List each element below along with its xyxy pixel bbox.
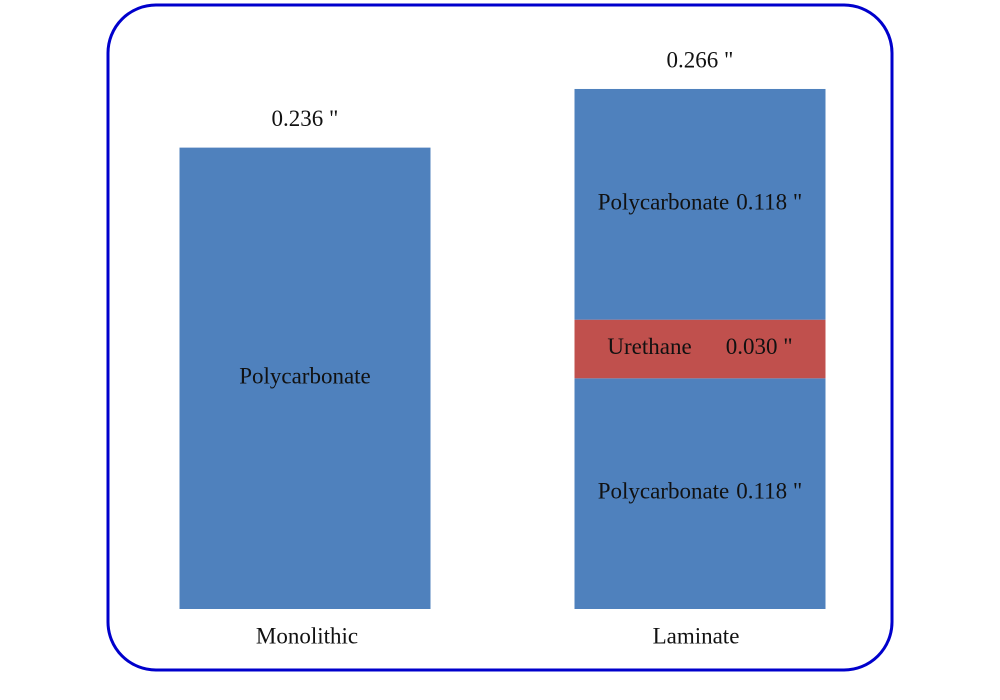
segment-value-label: 0.118 " bbox=[736, 190, 802, 215]
segment-name: Polycarbonate bbox=[239, 364, 371, 389]
bar-segment bbox=[574, 378, 826, 609]
segment-label: Polycarbonate bbox=[239, 364, 371, 389]
segment-label: Polycarbonate 0.118 " bbox=[598, 190, 803, 215]
bar-segment bbox=[179, 147, 431, 609]
category-label: Laminate bbox=[653, 623, 740, 648]
segment-value-label: 0.030 " bbox=[726, 334, 793, 359]
segment-label: Urethane 0.030 " bbox=[607, 334, 792, 359]
bar-segment bbox=[574, 319, 826, 379]
segment-label: Polycarbonate 0.118 " bbox=[598, 479, 803, 504]
bar-segment bbox=[574, 88, 826, 320]
segment-name: Urethane bbox=[607, 334, 691, 359]
segment-value-label: 0.118 " bbox=[736, 479, 802, 504]
total-label: 0.236 " bbox=[272, 106, 339, 131]
frame bbox=[106, 3, 894, 672]
segment-name: Polycarbonate bbox=[598, 479, 730, 504]
category-label: Monolithic bbox=[256, 623, 358, 648]
total-label: 0.266 " bbox=[667, 47, 734, 72]
segment-name: Polycarbonate bbox=[598, 190, 730, 215]
